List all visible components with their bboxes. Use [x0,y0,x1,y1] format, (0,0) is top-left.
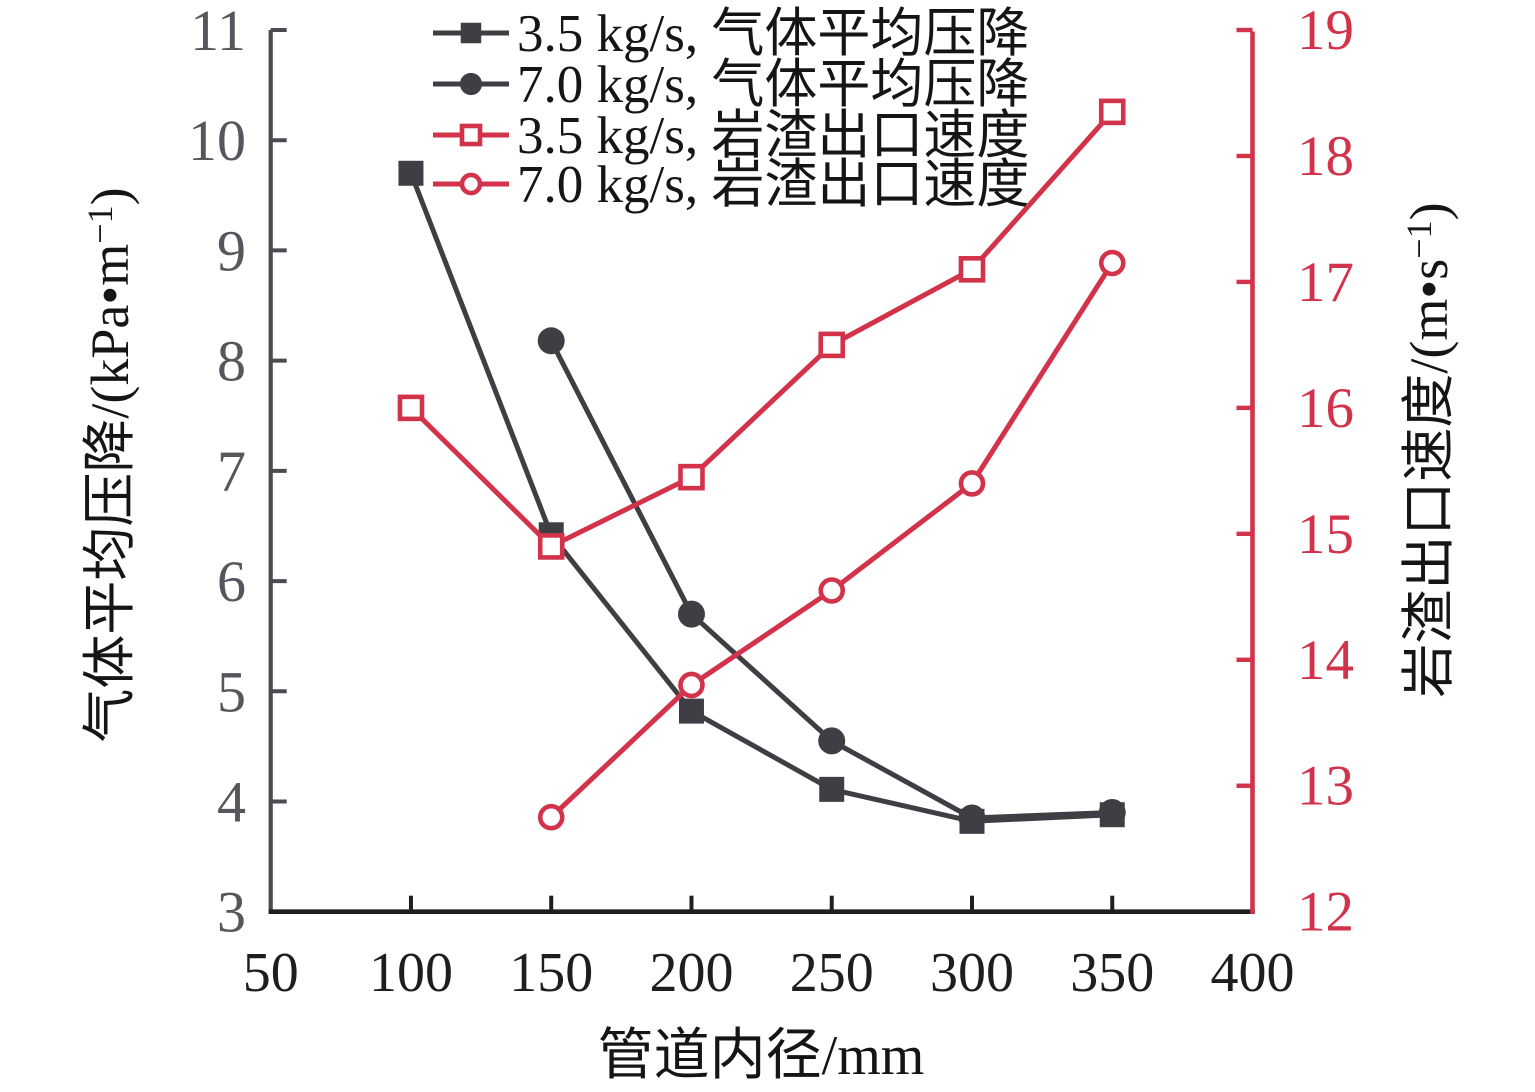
data-point-marker [537,803,565,831]
left-axis-tick-label: 3 [217,880,246,945]
data-point-marker [958,256,986,283]
right-axis-tick-label: 14 [1297,629,1354,692]
data-point-marker [537,533,565,560]
data-point-marker [958,470,986,497]
left-axis-tick-label: 9 [217,218,246,283]
data-point-marker [678,671,705,699]
data-point-marker [678,463,705,491]
data-point-marker [678,698,704,724]
bottom-axis-tick-label: 350 [1070,942,1154,1004]
left-axis-tick-label: 8 [217,329,246,394]
data-point-marker [1098,98,1126,126]
legend-item: 3.5 kg/s, 气体平均压降 [433,5,1029,63]
data-point-marker [459,123,483,147]
legend-label: 3.5 kg/s, 气体平均压降 [517,5,1029,63]
data-point-marker [819,776,845,802]
bottom-axis-tick-label: 50 [243,942,299,1004]
left-axis-tick-label: 11 [190,0,246,63]
legend-label: 3.5 kg/s, 岩渣出口速度 [517,107,1029,165]
left-axis-tick-label: 5 [217,659,246,724]
left-axis-title: 气体平均压降/(kPa•m−1) [80,187,140,742]
data-point-marker [1098,799,1126,827]
right-axis-tick-label: 18 [1297,125,1354,188]
data-point-marker [460,22,482,44]
data-point-marker [958,804,986,832]
bottom-axis-tick-label: 200 [649,942,733,1004]
data-point-marker [537,327,565,355]
right-axis-tick-label: 16 [1297,377,1354,440]
legend-item: 3.5 kg/s, 岩渣出口速度 [433,107,1029,165]
axes: 3 4 5 6 7 8 9 10 11 12 13 14 15 16 17 18 19 50 100 150 200 25… [188,0,1354,1004]
left-axis-tick-label: 6 [217,549,246,614]
right-axis-tick-label: 19 [1297,0,1354,62]
left-axis-tick-label: 10 [188,108,246,173]
bottom-axis-tick-label: 300 [930,942,1014,1004]
right-axis-tick-label: 13 [1297,755,1354,818]
right-axis-title: 岩渣出口速度/(m•s−1) [1399,202,1459,697]
data-point-marker [397,394,425,422]
legend-item: 7.0 kg/s, 气体平均压降 [433,56,1029,114]
x-axis-title: 管道内径/mm [598,1025,925,1087]
left-axis-tick-label: 7 [217,439,246,504]
series-2 [537,327,1126,832]
bottom-axis-tick-label: 150 [509,942,593,1004]
data-point-marker [459,72,483,96]
legend-label: 7.0 kg/s, 气体平均压降 [517,56,1029,114]
series-3 [397,98,1126,560]
right-axis-tick-label: 17 [1297,251,1354,314]
bottom-axis-tick-label: 400 [1211,942,1295,1004]
data-point-marker [1098,249,1126,277]
series-line [408,109,1115,549]
data-point-marker [677,600,705,628]
data-point-marker [459,172,483,196]
left-axis-tick-label: 4 [217,769,246,834]
legend-label: 7.0 kg/s, 岩渣出口速度 [517,156,1029,214]
series-line [408,170,1115,824]
bottom-axis-tick-label: 250 [790,942,874,1004]
right-axis-tick-label: 15 [1297,503,1354,566]
right-axis-tick-label: 12 [1297,881,1354,944]
data-point-marker [818,727,846,755]
data-point-marker [818,577,846,604]
series-1 [398,160,1125,834]
bottom-axis-tick-label: 100 [369,942,453,1004]
legend-item: 7.0 kg/s, 岩渣出口速度 [433,156,1029,214]
data-point-marker [818,331,846,359]
data-point-marker [398,160,424,186]
series-4 [537,249,1126,831]
